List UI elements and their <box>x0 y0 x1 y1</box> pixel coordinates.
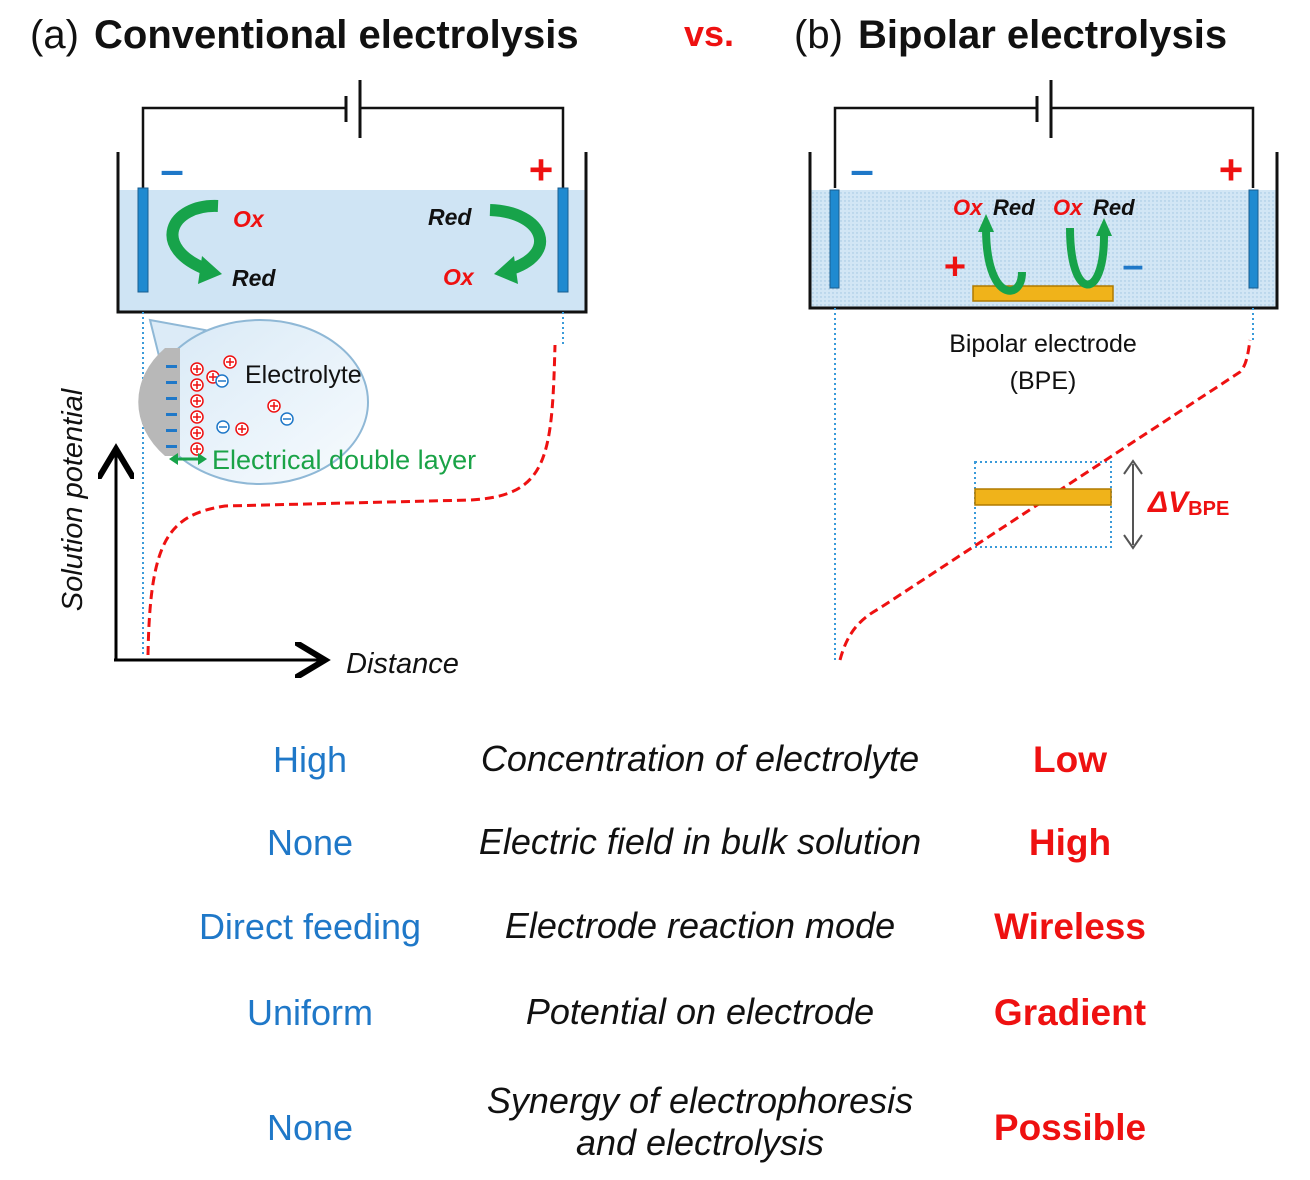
y-axis-label-a: Solution potential <box>57 387 89 611</box>
minus-sign-a: – <box>160 146 183 193</box>
electrode-surface <box>138 348 180 456</box>
property-label: Concentration of electrolyte <box>430 738 970 780</box>
comparison-row: High Concentration of electrolyte Low <box>0 738 1310 800</box>
label-red-2-b: Red <box>1093 195 1135 220</box>
title-b: (b) Bipolar electrolysis <box>794 13 1227 57</box>
property-line: Synergy of electrophoresis <box>486 1080 914 1121</box>
property-line: and electrolysis <box>575 1122 825 1163</box>
bpe-arrowhead-right <box>1096 218 1112 236</box>
label-red-right-a: Red <box>428 204 472 230</box>
bpe-label-line2: (BPE) <box>1010 367 1077 395</box>
label-red-1-b: Red <box>993 195 1035 220</box>
electrode-a-cathode <box>137 187 149 293</box>
feeder-electrode-b-right <box>1248 189 1259 289</box>
delta-v-label: ΔVBPE <box>1147 486 1229 520</box>
bipolar-electrode <box>972 285 1114 302</box>
property-line: Electric field in bulk solution <box>478 821 922 862</box>
reaction-arrowhead-left-a <box>198 256 222 284</box>
surface-charges <box>166 365 177 448</box>
potential-curve-b <box>838 339 1252 661</box>
bipolar-value: Low <box>1033 739 1107 780</box>
wire-a-right <box>361 106 565 188</box>
bipolar-value: High <box>1028 822 1112 863</box>
comparison-row: Uniform Potential on electrode Gradient <box>0 991 1310 1053</box>
minus-sign-b: – <box>850 146 873 193</box>
property-label: Potential on electrode <box>430 991 970 1033</box>
double-layer-arrowhead-left <box>169 453 178 465</box>
label-ox-right-a: Ox <box>443 264 475 290</box>
conventional-value: Direct feeding <box>198 906 422 947</box>
wire-b-right <box>1052 106 1255 188</box>
property-label: Electric field in bulk solution <box>430 821 970 863</box>
reaction-arrow-left-a <box>166 199 219 276</box>
comparison-row: Direct feeding Electrode reaction mode W… <box>0 905 1310 967</box>
label-electrolyte: Electrolyte <box>245 361 362 389</box>
reaction-arrowhead-right-a <box>494 256 518 284</box>
bpe-on-potential <box>974 488 1112 506</box>
bpe-plus-sign: + <box>944 246 966 288</box>
property-label: Electrode reaction mode <box>430 905 970 947</box>
wire-b-left <box>833 106 1036 188</box>
bpe-label-line1: Bipolar electrode <box>949 330 1137 358</box>
property-label: Synergy of electrophoresis and electroly… <box>430 1080 970 1164</box>
electrode-a-anode <box>557 187 569 293</box>
bpe-minus-sign: – <box>1122 245 1143 287</box>
panel-a: – + Ox Red Red Ox <box>57 80 588 680</box>
plus-sign-b: + <box>1219 146 1244 193</box>
comparison-row: None Electric field in bulk solution Hig… <box>0 821 1310 883</box>
cell-container-b <box>808 152 1279 310</box>
property-line: Concentration of electrolyte <box>480 738 920 779</box>
conventional-value: None <box>266 1107 354 1148</box>
feeder-electrode-b-left <box>829 189 840 289</box>
title-vs: vs. <box>684 13 734 54</box>
panel-b: – + Ox Red Ox Red + – Bipolar electrode … <box>808 80 1279 661</box>
label-red-left-a: Red <box>232 265 276 291</box>
bpe-arrowhead-left <box>978 214 994 232</box>
comparison-row: None Synergy of electrophoresis and elec… <box>0 1080 1310 1170</box>
plus-sign-a: + <box>529 146 554 193</box>
bipolar-value: Gradient <box>993 992 1147 1033</box>
label-ox-2-b: Ox <box>1053 195 1083 220</box>
double-layer-arrowhead-right <box>198 453 207 465</box>
bipolar-value: Wireless <box>994 906 1146 947</box>
delta-v-arrowhead-top <box>1123 459 1143 475</box>
anion-marks <box>218 380 291 428</box>
label-ox-1-b: Ox <box>953 195 983 220</box>
bipolar-value: Possible <box>993 1107 1147 1148</box>
conventional-value: Uniform <box>246 992 374 1033</box>
cation-marks <box>193 358 278 453</box>
property-line: Electrode reaction mode <box>504 905 896 946</box>
label-double-layer: Electrical double layer <box>212 445 476 475</box>
wire-a-left <box>141 106 345 188</box>
potential-curve-a <box>146 344 557 656</box>
delta-v-arrowhead-bottom <box>1123 534 1143 550</box>
property-line: Potential on electrode <box>525 991 875 1032</box>
title-a: (a) Conventional electrolysis <box>30 13 579 57</box>
bpe-arrow-right <box>1066 227 1108 289</box>
conventional-value: None <box>266 822 354 863</box>
x-axis-label-a: Distance <box>346 648 459 680</box>
cell-container-a <box>116 152 588 314</box>
bpe-arrow-left <box>982 227 1026 295</box>
reaction-arrow-right-a <box>489 204 546 276</box>
conventional-value: High <box>272 739 348 780</box>
label-ox-left-a: Ox <box>233 206 265 232</box>
